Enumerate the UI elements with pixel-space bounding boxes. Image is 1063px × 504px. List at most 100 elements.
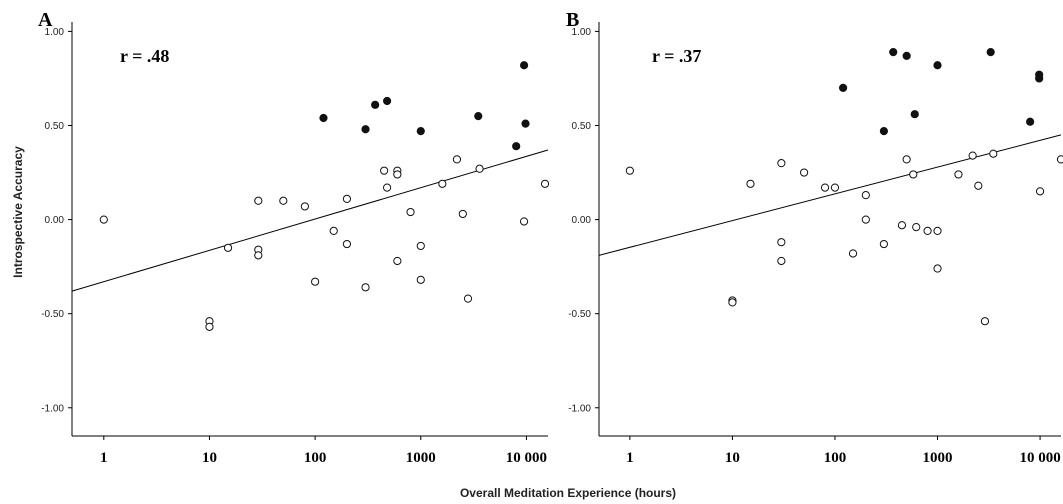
data-point-open — [897, 221, 907, 230]
y-tick-label: 0.50 — [45, 121, 65, 132]
data-point-filled — [879, 127, 888, 136]
data-point-open — [540, 179, 550, 188]
data-point-open — [279, 196, 288, 205]
data-point-open — [861, 215, 870, 224]
data-point-open — [475, 164, 484, 173]
data-point-open — [933, 264, 942, 273]
data-point-filled — [1035, 74, 1044, 83]
x-tick-label: 1 — [626, 450, 634, 466]
data-point-open — [902, 155, 911, 164]
data-point-open — [968, 151, 977, 160]
data-point-filled — [933, 61, 942, 70]
panel-b: 1.00 0.50 0.00 -0.50 -1.00 1 10 100 1000 10 000 Br… — [566, 9, 1063, 466]
y-tick-label: -1.00 — [41, 403, 64, 414]
y-tick-label: -0.50 — [568, 309, 591, 320]
data-point-open — [380, 166, 389, 175]
x-tick-label: 1 — [100, 450, 108, 466]
data-point-open — [463, 294, 473, 303]
data-point-open — [777, 159, 786, 168]
panel-label: A — [38, 9, 53, 31]
data-point-open — [205, 322, 214, 331]
data-point-open — [361, 283, 370, 292]
data-point-open — [393, 170, 402, 179]
data-point-open — [99, 215, 108, 224]
correlation-annotation: r = .37 — [652, 46, 701, 66]
data-point-open — [519, 217, 529, 226]
data-point-open — [777, 256, 786, 266]
data-point-open — [728, 298, 737, 307]
data-point-open — [912, 223, 921, 232]
regression-line — [71, 149, 549, 292]
data-point-filled — [889, 48, 898, 57]
data-point-open — [1035, 187, 1045, 196]
y-tick-label: 1.00 — [45, 27, 65, 38]
data-point-open — [923, 226, 932, 235]
data-point-open — [830, 183, 840, 192]
y-tick-label: -1.00 — [568, 403, 591, 414]
data-point-open — [980, 317, 990, 326]
y-tick-label: 0.50 — [572, 121, 592, 132]
x-tick-label: 1000 — [923, 450, 953, 466]
data-point-open — [820, 183, 830, 192]
data-point-filled — [382, 96, 392, 106]
y-tick-label: 0.00 — [45, 215, 65, 226]
data-point-open — [879, 239, 888, 249]
panel-label: B — [566, 9, 579, 31]
data-point-filled — [474, 111, 483, 121]
data-point-filled — [1026, 117, 1035, 126]
data-point-open — [954, 170, 963, 179]
x-tick-label: 100 — [304, 450, 327, 466]
data-point-open — [223, 243, 233, 252]
data-point-open — [746, 179, 755, 188]
data-point-filled — [519, 61, 529, 70]
data-point-open — [342, 239, 352, 249]
data-point-open — [254, 251, 263, 260]
data-point-open — [458, 209, 467, 219]
data-point-open — [848, 249, 858, 258]
x-tick-label: 10 000 — [506, 450, 547, 466]
data-point-open — [933, 226, 942, 235]
x-tick-label: 10 000 — [1019, 450, 1060, 466]
data-point-open — [342, 194, 352, 203]
data-point-open — [329, 226, 338, 235]
data-point-filled — [512, 142, 521, 151]
panel-a: 1.00 0.50 0.00 -0.50 -1.00 1 10 100 1000 10 000 Ar… — [38, 9, 550, 466]
data-point-open — [974, 181, 983, 190]
data-point-filled — [361, 125, 370, 134]
data-point-filled — [838, 83, 848, 92]
data-point-open — [438, 179, 447, 188]
data-point-open — [625, 166, 634, 175]
data-point-open — [989, 149, 998, 158]
data-point-open — [406, 207, 415, 217]
y-axis-title: Introspective Accuracy — [11, 146, 25, 278]
x-tick-label: 10 — [202, 450, 217, 466]
y-tick-label: 1.00 — [572, 27, 592, 38]
data-point-open — [452, 155, 462, 164]
data-point-open — [254, 196, 263, 205]
y-tick-label: 0.00 — [572, 215, 592, 226]
x-tick-label: 10 — [725, 450, 740, 466]
x-tick-label: 1000 — [406, 450, 436, 466]
y-tick-label: -0.50 — [41, 309, 64, 320]
data-point-filled — [371, 100, 380, 109]
data-point-open — [393, 256, 402, 266]
x-axis-title: Overall Meditation Experience (hours) — [460, 486, 676, 500]
data-point-open — [909, 170, 918, 179]
data-point-filled — [910, 110, 919, 119]
data-point-filled — [521, 119, 530, 128]
data-point-filled — [902, 51, 911, 60]
regression-line — [598, 134, 1062, 256]
x-tick-label: 100 — [824, 450, 847, 466]
data-point-open — [311, 277, 320, 286]
data-point-open — [1056, 155, 1063, 164]
data-point-filled — [416, 127, 425, 136]
data-point-open — [861, 191, 870, 200]
data-point-open — [416, 241, 425, 251]
correlation-annotation: r = .48 — [120, 46, 169, 66]
data-point-filled — [319, 113, 328, 123]
data-point-open — [300, 202, 309, 211]
data-point-open — [416, 275, 425, 284]
data-point-filled — [986, 48, 995, 57]
data-point-open — [799, 168, 809, 177]
